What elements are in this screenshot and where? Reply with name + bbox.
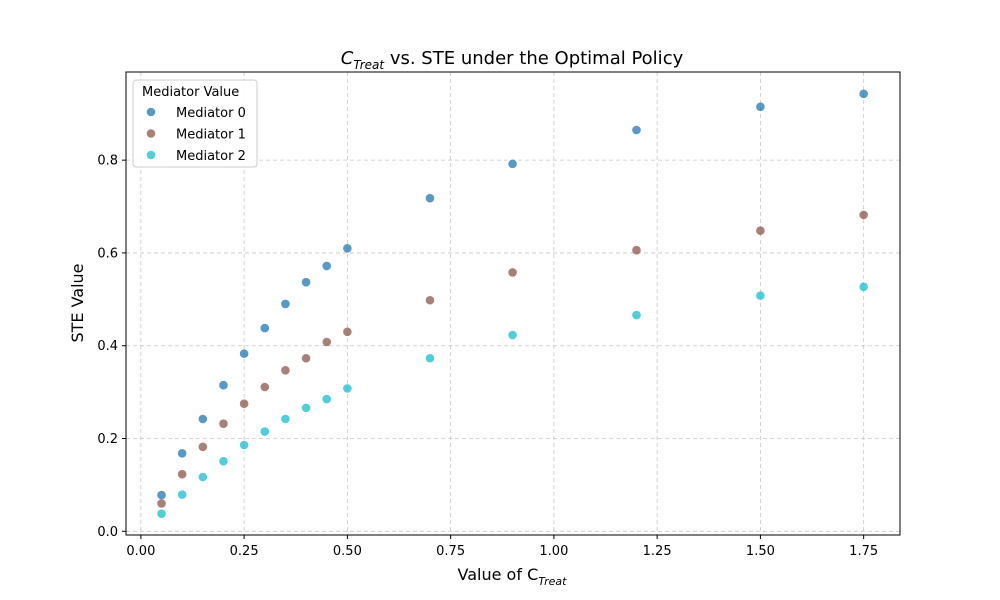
data-point xyxy=(756,291,765,300)
data-point xyxy=(425,193,435,203)
x-tick-label: 1.25 xyxy=(643,544,672,559)
legend-title: Mediator Value xyxy=(142,85,239,100)
data-point xyxy=(239,399,249,409)
data-point xyxy=(281,299,290,309)
data-point xyxy=(157,490,166,500)
data-point xyxy=(508,330,517,340)
data-point xyxy=(281,414,290,424)
y-axis-title: STE Value xyxy=(68,263,87,342)
data-point xyxy=(239,440,249,450)
data-point xyxy=(219,380,228,390)
data-point xyxy=(260,323,270,333)
data-point xyxy=(425,353,435,363)
data-point xyxy=(157,499,166,508)
y-tick-label: 0.0 xyxy=(97,525,118,540)
y-tick-label: 0.8 xyxy=(97,154,118,169)
y-axis-ticks: 0.0 0.2 0.4 0.6 0.8 xyxy=(97,154,126,540)
y-tick-label: 0.6 xyxy=(97,246,118,261)
data-point xyxy=(859,210,868,220)
series-mediator-1 xyxy=(157,210,868,508)
x-tick-label: 0.25 xyxy=(230,544,259,559)
data-point xyxy=(301,403,311,413)
data-point xyxy=(632,125,641,135)
x-axis-ticks: 0.00 0.25 0.50 0.75 1.00 1.25 1.50 1.75 xyxy=(126,535,878,559)
data-point xyxy=(343,384,352,393)
x-tick-label: 0.75 xyxy=(436,544,465,559)
x-tick-label: 0.50 xyxy=(333,544,362,559)
legend-marker xyxy=(146,150,156,160)
data-point xyxy=(177,449,187,458)
series-mediator-2 xyxy=(157,282,868,518)
data-point xyxy=(322,337,332,347)
data-points xyxy=(157,89,868,518)
data-point xyxy=(322,261,332,271)
data-point xyxy=(281,366,290,375)
data-point xyxy=(425,295,435,305)
data-point xyxy=(756,102,765,112)
legend-label: Mediator 1 xyxy=(176,128,246,143)
data-point xyxy=(632,245,641,255)
data-point xyxy=(219,419,228,428)
y-tick-label: 0.2 xyxy=(97,432,118,447)
plot-frame xyxy=(125,71,901,536)
data-point xyxy=(756,226,765,235)
data-point xyxy=(157,509,166,518)
legend-marker xyxy=(146,107,156,117)
data-point xyxy=(632,310,641,320)
x-tick-label: 1.00 xyxy=(539,544,568,559)
data-point xyxy=(343,327,352,337)
series-mediator-0 xyxy=(157,89,868,500)
y-tick-label: 0.4 xyxy=(97,339,118,354)
x-tick-label: 1.50 xyxy=(746,544,775,559)
chart-title: CTreat vs. STE under the Optimal Policy xyxy=(341,48,684,72)
data-point xyxy=(508,268,517,277)
data-point xyxy=(177,469,187,479)
legend: Mediator Value Mediator 0 Mediator 1 Media… xyxy=(132,79,258,168)
data-point xyxy=(260,382,270,392)
legend-box xyxy=(132,79,258,168)
legend-label: Mediator 2 xyxy=(176,149,246,164)
legend-label: Mediator 0 xyxy=(176,106,246,121)
data-point xyxy=(859,89,868,99)
data-point xyxy=(343,243,352,253)
x-tick-label: 1.75 xyxy=(849,544,878,559)
data-point xyxy=(177,490,187,499)
legend-marker xyxy=(146,129,156,138)
data-point xyxy=(301,277,311,287)
data-point xyxy=(322,394,332,404)
data-point xyxy=(198,442,208,452)
data-point xyxy=(508,159,517,169)
x-tick-label: 0.00 xyxy=(126,544,155,559)
data-point xyxy=(198,472,208,482)
x-axis-title: Value of CTreat xyxy=(458,565,568,588)
data-point xyxy=(239,349,249,358)
data-point xyxy=(301,353,311,363)
data-point xyxy=(219,456,228,466)
data-point xyxy=(859,282,868,292)
data-point xyxy=(260,427,270,436)
data-point xyxy=(198,414,208,424)
